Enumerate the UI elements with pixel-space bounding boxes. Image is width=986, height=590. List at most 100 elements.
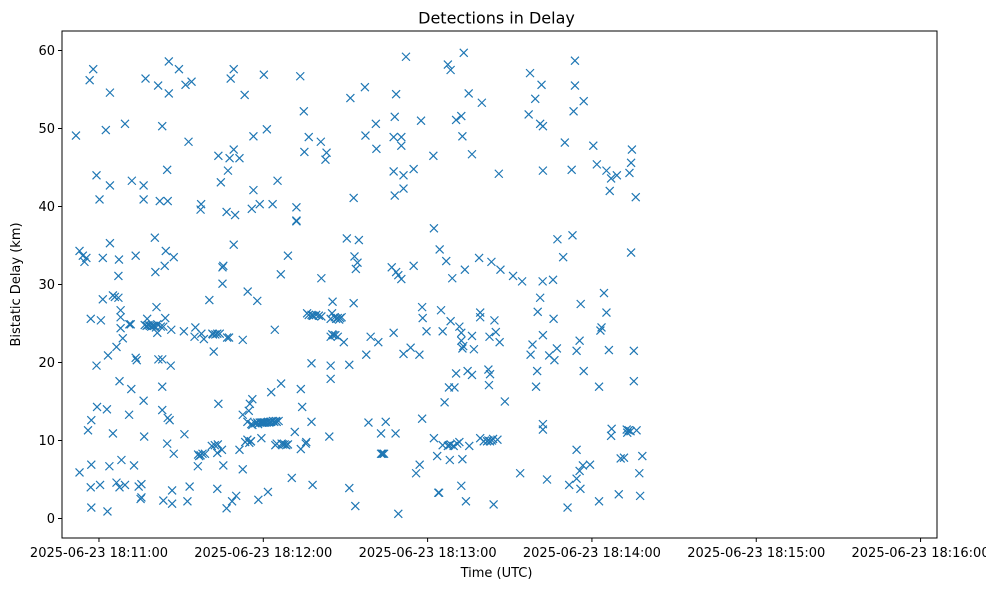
data-point — [483, 365, 493, 374]
x-tick-label: 2025-06-23 18:14:00 — [523, 546, 661, 561]
data-point — [594, 496, 604, 506]
y-tick-label: 10 — [38, 434, 55, 449]
data-point — [115, 376, 124, 386]
data-point — [116, 305, 126, 315]
data-point — [328, 297, 338, 307]
data-point — [187, 77, 196, 87]
data-point — [266, 387, 276, 397]
data-point — [131, 251, 141, 261]
data-point — [222, 503, 232, 513]
data-point — [606, 173, 616, 183]
data-point — [136, 493, 146, 502]
data-point — [457, 454, 467, 464]
data-point — [626, 248, 636, 257]
data-point — [558, 252, 568, 262]
data-point — [139, 396, 149, 406]
data-point — [438, 326, 448, 336]
data-point — [308, 480, 318, 490]
data-point — [169, 449, 179, 459]
data-point — [297, 402, 307, 412]
data-point — [102, 404, 112, 414]
data-point — [86, 314, 96, 324]
data-point — [255, 199, 265, 209]
data-point — [132, 355, 142, 365]
data-point — [283, 251, 293, 261]
data-point — [158, 322, 168, 332]
data-point — [152, 302, 161, 312]
data-point — [165, 415, 175, 425]
x-tick-label: 2025-06-23 18:15:00 — [687, 546, 825, 561]
data-point — [287, 473, 297, 483]
data-point — [508, 271, 518, 281]
data-point — [467, 370, 477, 380]
data-point — [607, 424, 617, 434]
data-point — [235, 153, 244, 163]
data-point — [98, 294, 108, 304]
data-point — [552, 234, 562, 244]
data-point — [224, 333, 234, 342]
data-point — [113, 293, 123, 303]
data-point — [579, 96, 589, 106]
data-point — [599, 288, 609, 298]
data-point — [604, 345, 614, 355]
data-point — [321, 155, 330, 165]
y-tick-label: 30 — [38, 278, 55, 293]
data-point — [126, 384, 136, 394]
data-point — [393, 270, 403, 280]
data-point — [456, 481, 466, 491]
data-point — [568, 230, 577, 240]
data-point — [198, 449, 207, 459]
chart-title: Detections in Delay — [418, 9, 575, 28]
data-point — [624, 425, 634, 435]
data-point — [81, 253, 91, 263]
data-point — [155, 196, 165, 206]
data-point — [212, 448, 222, 458]
data-point — [169, 252, 179, 262]
data-point — [434, 488, 444, 498]
data-point — [494, 169, 504, 179]
data-point — [296, 384, 306, 394]
data-point — [454, 322, 464, 332]
data-point — [632, 425, 641, 435]
data-point — [246, 436, 256, 446]
data-point — [120, 119, 130, 129]
data-point — [361, 131, 370, 140]
data-point — [626, 158, 636, 168]
data-point — [485, 369, 495, 379]
data-point — [531, 382, 541, 392]
data-point — [484, 380, 494, 390]
data-point — [549, 355, 559, 365]
data-point — [200, 449, 210, 459]
data-point — [150, 233, 160, 243]
data-point — [139, 432, 149, 442]
data-point — [464, 441, 474, 451]
data-point — [467, 331, 477, 341]
data-point — [92, 170, 101, 180]
data-point — [209, 347, 219, 357]
data-point — [447, 273, 457, 283]
data-point — [440, 397, 450, 407]
data-point — [105, 238, 115, 248]
data-point — [179, 326, 189, 336]
data-point — [549, 314, 559, 324]
data-point — [629, 346, 639, 356]
data-point — [244, 406, 254, 416]
y-axis-title: Bistatic Delay (km) — [9, 222, 24, 346]
data-point — [295, 71, 305, 81]
data-point — [127, 176, 137, 186]
data-point — [218, 261, 228, 271]
data-point — [238, 335, 248, 345]
data-point — [167, 485, 177, 495]
data-point — [231, 491, 241, 501]
data-point — [597, 322, 606, 332]
data-point — [166, 361, 176, 371]
data-point — [464, 88, 474, 98]
data-point — [371, 119, 381, 129]
data-point — [276, 379, 286, 388]
data-point — [215, 329, 225, 339]
data-point — [525, 68, 535, 78]
data-point — [301, 439, 311, 449]
data-point — [411, 468, 421, 478]
data-point — [538, 276, 548, 286]
data-point — [270, 325, 280, 335]
